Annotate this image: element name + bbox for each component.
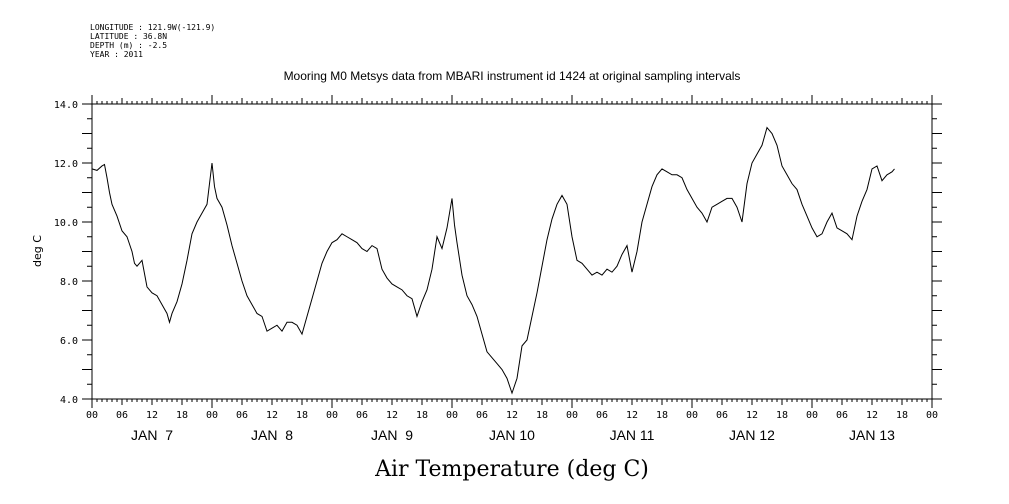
day-labels: JAN 7 JAN 8 JAN 9 JAN 10 JAN 11 JAN 12 JAN 13 bbox=[131, 427, 895, 443]
x-tick-label: 18 bbox=[656, 410, 668, 421]
y-tick-label: 10.0 bbox=[54, 218, 78, 229]
longitude-label: LONGITUDE : 121.9W(-121.9) bbox=[90, 23, 215, 32]
x-tick-label: 00 bbox=[86, 410, 98, 421]
x-tick-label: 12 bbox=[746, 410, 758, 421]
x-tick-label: 12 bbox=[626, 410, 638, 421]
x-tick-label: 00 bbox=[806, 410, 818, 421]
x-axis-label: Air Temperature (deg C) bbox=[374, 457, 649, 482]
x-tick-label: 00 bbox=[566, 410, 578, 421]
axis-ticks bbox=[82, 95, 942, 408]
plot-frame bbox=[91, 103, 933, 400]
day-label: JAN 7 bbox=[131, 427, 173, 443]
y-tick-label: 4.0 bbox=[60, 395, 78, 406]
x-tick-label: 18 bbox=[296, 410, 308, 421]
x-tick-label: 06 bbox=[836, 410, 848, 421]
x-tick-label: 06 bbox=[716, 410, 728, 421]
year-label: YEAR : 2011 bbox=[90, 50, 143, 59]
day-label: JAN 11 bbox=[610, 427, 655, 443]
y-axis-label: deg C bbox=[31, 235, 44, 267]
x-tick-label: 18 bbox=[776, 410, 788, 421]
x-tick-label: 18 bbox=[896, 410, 908, 421]
x-tick-label: 00 bbox=[686, 410, 698, 421]
x-tick-label: 06 bbox=[236, 410, 248, 421]
x-tick-label: 00 bbox=[326, 410, 338, 421]
x-tick-label: 00 bbox=[926, 410, 938, 421]
x-tick-label: 12 bbox=[146, 410, 158, 421]
x-tick-label: 12 bbox=[506, 410, 518, 421]
y-tick-label: 8.0 bbox=[60, 277, 78, 288]
day-label: JAN 10 bbox=[489, 427, 535, 443]
depth-label: DEPTH (m) : -2.5 bbox=[90, 41, 167, 50]
x-tick-label: 18 bbox=[536, 410, 548, 421]
x-tick-labels: 00 06 12 18 00 06 12 18 00 06 12 18 00 06 12 18 00 06 12 18… bbox=[86, 410, 938, 421]
y-tick-label: 14.0 bbox=[54, 100, 78, 111]
x-tick-label: 12 bbox=[866, 410, 878, 421]
x-tick-label: 00 bbox=[206, 410, 218, 421]
x-tick-label: 12 bbox=[386, 410, 398, 421]
x-tick-label: 18 bbox=[416, 410, 428, 421]
x-tick-label: 00 bbox=[446, 410, 458, 421]
day-label: JAN 13 bbox=[849, 427, 895, 443]
x-tick-label: 06 bbox=[596, 410, 608, 421]
x-tick-label: 06 bbox=[116, 410, 128, 421]
y-tick-label: 6.0 bbox=[60, 336, 78, 347]
chart-title: Mooring M0 Metsys data from MBARI instru… bbox=[284, 69, 741, 83]
latitude-label: LATITUDE : 36.8N bbox=[90, 32, 167, 41]
x-tick-label: 06 bbox=[356, 410, 368, 421]
x-tick-label: 12 bbox=[266, 410, 278, 421]
x-tick-label: 18 bbox=[176, 410, 188, 421]
day-label: JAN 9 bbox=[371, 427, 413, 443]
y-tick-label: 12.0 bbox=[54, 159, 78, 170]
y-tick-labels: 4.0 6.0 8.0 10.0 12.0 14.0 bbox=[54, 100, 78, 406]
series-line bbox=[91, 126, 895, 395]
day-label: JAN 12 bbox=[729, 427, 775, 443]
x-tick-label: 06 bbox=[476, 410, 488, 421]
day-label: JAN 8 bbox=[251, 427, 293, 443]
